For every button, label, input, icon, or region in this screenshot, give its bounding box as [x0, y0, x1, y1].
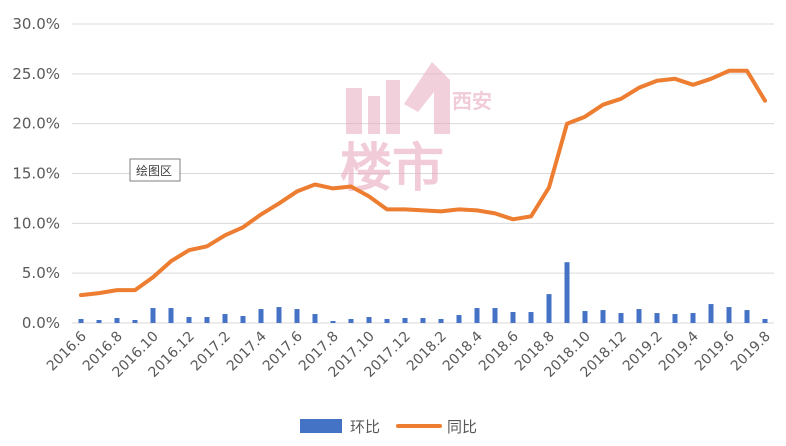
- y-tick-label: 5.0%: [22, 264, 60, 282]
- bar-2017.9: [348, 319, 354, 323]
- legend-label-huanbi: 环比: [350, 418, 380, 436]
- bar-2017.2: [222, 314, 228, 323]
- bar-2016.7: [96, 320, 102, 323]
- watermark-logo: 西安 楼市: [340, 62, 492, 199]
- tooltip: 绘图区: [129, 158, 181, 182]
- bar-2017.8: [330, 321, 336, 323]
- bar-2018.5: [492, 308, 498, 323]
- bar-2018.12: [618, 313, 624, 323]
- watermark-bar-1: [346, 88, 362, 134]
- x-tick-label: 2019.8: [728, 329, 774, 375]
- y-tick-label: 20.0%: [12, 115, 60, 133]
- y-tick-label: 25.0%: [12, 65, 60, 83]
- bar-2016.6: [78, 319, 84, 323]
- bar-2018.8: [546, 294, 552, 323]
- bar-2019.4: [690, 313, 696, 323]
- watermark-house: [404, 62, 450, 134]
- bar-2017.7: [312, 314, 318, 323]
- bar-series-huanbi: [78, 262, 768, 323]
- bar-2018.1: [420, 318, 426, 323]
- bar-2019.8: [762, 319, 768, 323]
- bar-2018.2: [438, 319, 444, 323]
- bar-2017.11: [384, 319, 390, 323]
- bar-2019.2: [654, 313, 660, 323]
- watermark-bar-3: [386, 80, 400, 134]
- bar-2018.7: [528, 312, 534, 323]
- y-tick-label: 15.0%: [12, 165, 60, 183]
- bar-2019.5: [708, 304, 714, 323]
- bar-2018.11: [600, 310, 606, 323]
- bar-2019.3: [672, 314, 678, 323]
- bar-2016.10: [150, 308, 156, 323]
- bar-2016.8: [114, 318, 120, 323]
- bar-2017.6: [294, 309, 300, 323]
- bar-2018.9: [564, 262, 570, 323]
- tooltip-box: [129, 158, 181, 182]
- bar-2017.10: [366, 317, 372, 323]
- x-axis: 2016.62016.82016.102016.122017.22017.420…: [44, 328, 774, 380]
- bar-2016.9: [132, 320, 138, 323]
- bar-2019.1: [636, 309, 642, 323]
- bar-2018.3: [456, 315, 462, 323]
- bar-2017.4: [258, 309, 264, 323]
- line-series-tongbi: [79, 68, 767, 298]
- legend-swatch-huanbi: [300, 419, 342, 433]
- bar-2016.11: [168, 308, 174, 323]
- y-axis: 0.0% 5.0% 10.0% 15.0% 20.0% 25.0% 30.0%: [12, 15, 60, 332]
- watermark-top-text: 西安: [452, 89, 492, 113]
- bar-2019.7: [744, 310, 750, 323]
- bar-2018.4: [474, 308, 480, 323]
- bar-2017.5: [276, 307, 282, 323]
- tooltip-text: 绘图区: [136, 163, 172, 178]
- legend: 环比 同比: [300, 418, 477, 436]
- y-tick-label: 30.0%: [12, 15, 60, 33]
- watermark-bar-2: [368, 96, 380, 134]
- bar-2017.3: [240, 316, 246, 323]
- bar-2019.6: [726, 307, 732, 323]
- bar-2018.6: [510, 312, 516, 323]
- y-tick-label: 10.0%: [12, 214, 60, 232]
- line-path-tongbi: [79, 68, 767, 298]
- y-tick-label: 0.0%: [22, 314, 60, 332]
- grid: [72, 23, 774, 324]
- bar-2016.12: [186, 317, 192, 323]
- bar-2017.12: [402, 318, 408, 323]
- bar-2017.1: [204, 317, 210, 323]
- bar-2018.10: [582, 311, 588, 323]
- legend-label-tongbi: 同比: [447, 418, 477, 436]
